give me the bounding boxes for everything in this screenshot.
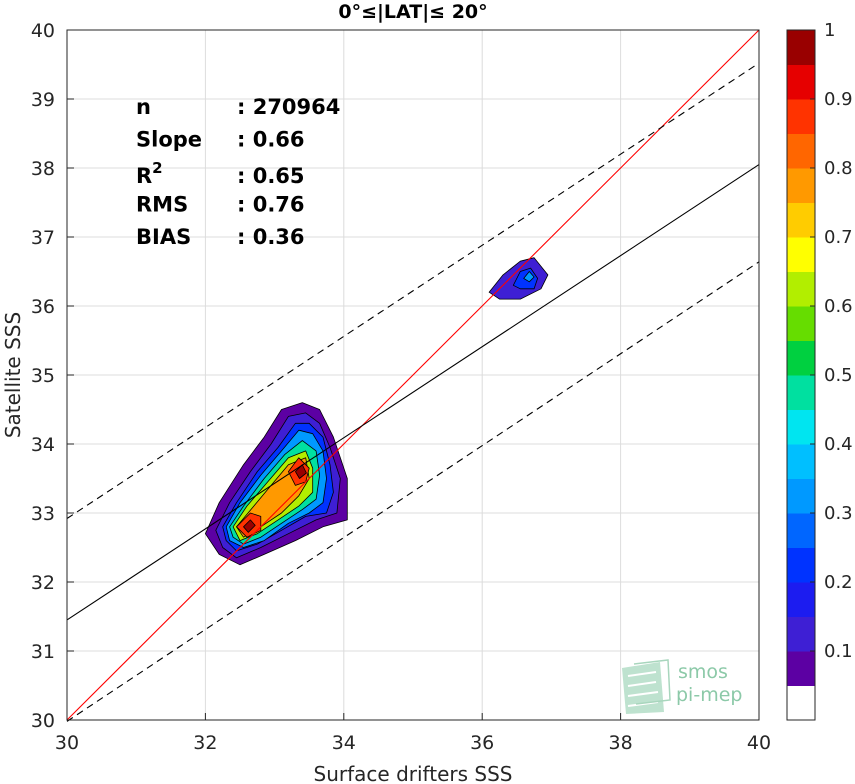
stat-value: : 0.65	[237, 164, 305, 188]
colorbar-band	[787, 513, 815, 548]
y-tick-label: 31	[31, 641, 55, 663]
x-axis-label: Surface drifters SSS	[314, 762, 513, 784]
y-tick-label: 37	[31, 227, 55, 249]
logo-text-pimep: pi-mep	[676, 684, 742, 706]
regression-line	[66, 164, 760, 621]
x-tick-label: 30	[55, 732, 79, 754]
y-tick-label: 32	[31, 572, 55, 594]
y-tick-label: 34	[31, 434, 55, 456]
y-tick-label: 39	[31, 89, 55, 111]
identity-line	[66, 29, 760, 721]
colorbar-band	[787, 202, 815, 238]
logo-text-smos: smos	[678, 661, 728, 683]
colorbar-tick-label: 0.6	[824, 296, 853, 317]
colorbar-band	[787, 133, 815, 169]
colorbar-band	[787, 271, 815, 307]
smos-pimep-logo: smos pi-mep	[622, 659, 742, 714]
stat-value: : 0.76	[237, 193, 305, 217]
y-tick-label: 35	[31, 365, 55, 387]
colorbar-tick-label: 0.3	[824, 503, 853, 524]
colorbar-tick-label: 0.1	[824, 641, 853, 662]
stat-key: n	[136, 95, 151, 119]
colorbar-tick-label: 0.8	[824, 158, 853, 179]
colorbar-band	[787, 547, 815, 583]
x-tick-label: 34	[332, 732, 356, 754]
stat-value: : 0.36	[237, 225, 305, 249]
colorbar-tick-label: 1	[824, 20, 835, 41]
upper-bound-line	[66, 62, 760, 519]
colorbar-band	[787, 478, 815, 514]
stat-key: RMS	[136, 193, 188, 217]
colorbar-band	[787, 340, 815, 376]
stat-key: BIAS	[136, 225, 191, 249]
y-axis-label: Satellite SSS	[1, 312, 25, 438]
colorbar-band	[787, 409, 815, 445]
colorbar-band	[787, 237, 815, 272]
colorbar-band	[787, 651, 815, 686]
colorbar-tick-label: 0.2	[824, 572, 853, 593]
density-contours	[204, 257, 549, 566]
y-tick-label: 38	[31, 158, 55, 180]
colorbar-band	[787, 582, 815, 617]
axis-ticks: 30 32 34 36 38 40 30 31 32 33 34 35 36 37 38 39 40	[31, 20, 771, 754]
x-tick-label: 36	[470, 732, 494, 754]
stat-key: R2	[136, 159, 163, 188]
reference-lines	[66, 29, 760, 722]
colorbar-band	[787, 375, 815, 410]
x-tick-label: 38	[609, 732, 633, 754]
colorbar-tick-label: 0.4	[824, 434, 853, 455]
stat-value: : 270964	[237, 95, 340, 119]
colorbar-band	[787, 616, 815, 652]
chart-title: 0°≤|LAT|≤ 20°	[338, 1, 487, 23]
stats-box: n : 270964 Slope : 0.66 R2 : 0.65 RMS : 0.76 BIA…	[136, 95, 340, 249]
logo-waves-icon	[622, 659, 671, 714]
y-tick-label: 36	[31, 296, 55, 318]
stat-key: Slope	[136, 128, 202, 152]
density-contour	[243, 519, 256, 533]
colorbar-band	[787, 99, 815, 134]
colorbar-band	[787, 168, 815, 203]
colorbar-band	[787, 306, 815, 341]
stat-value: : 0.66	[237, 128, 305, 152]
x-tick-label: 32	[193, 732, 217, 754]
density-contour	[523, 271, 535, 283]
colorbar-tick-label: 0.7	[824, 227, 853, 248]
colorbar-tick-label: 0.5	[824, 365, 853, 386]
colorbar-band	[787, 30, 815, 65]
colorbar-tick-label: 0.9	[824, 89, 853, 110]
colorbar-band	[787, 444, 815, 479]
y-tick-label: 30	[31, 710, 55, 732]
x-tick-label: 40	[747, 732, 771, 754]
y-tick-label: 33	[31, 503, 55, 525]
lower-bound-line	[66, 261, 760, 722]
colorbar-band	[787, 64, 815, 100]
y-tick-label: 40	[31, 20, 55, 42]
colorbar-band	[787, 685, 815, 721]
colorbar: 0.1 0.2 0.3 0.4 0.5 0.6 0.7 0.8 0.9 1	[786, 20, 853, 721]
